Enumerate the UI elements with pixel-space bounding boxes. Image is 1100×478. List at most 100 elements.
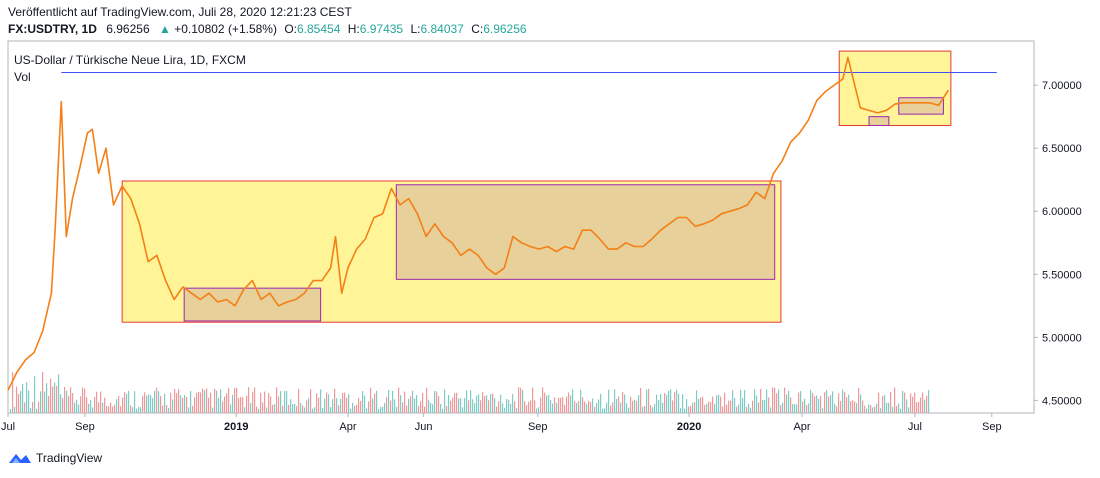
volume-bar — [102, 402, 104, 413]
volume-bar — [398, 387, 400, 413]
volume-bar — [546, 395, 548, 413]
volume-bar — [310, 389, 312, 413]
volume-bar — [854, 401, 856, 413]
volume-bar — [202, 388, 204, 413]
volume-bar — [24, 402, 26, 413]
volume-bar — [218, 398, 220, 413]
x-tick-label: 2020 — [677, 421, 701, 433]
volume-bar — [550, 400, 552, 413]
volume-bar — [638, 395, 640, 413]
volume-bar — [258, 408, 260, 413]
volume-bar — [184, 394, 186, 413]
volume-bar — [248, 387, 250, 413]
volume-bar — [206, 388, 208, 413]
volume-bar — [590, 402, 592, 413]
volume-bar — [12, 372, 14, 413]
volume-bar — [696, 390, 698, 413]
volume-bar — [880, 408, 882, 413]
volume-bar — [580, 389, 582, 413]
volume-bar — [886, 402, 888, 413]
volume-bar — [694, 402, 696, 413]
x-tick-label: Jun — [415, 421, 433, 433]
volume-bar — [642, 406, 644, 413]
volume-bar — [468, 400, 470, 413]
volume-bar — [884, 394, 886, 413]
volume-bar — [242, 397, 244, 413]
volume-bar — [458, 398, 460, 413]
volume-bar — [552, 403, 554, 413]
volume-bar — [220, 389, 222, 413]
volume-bar — [224, 396, 226, 413]
volume-bar — [870, 405, 872, 413]
volume-bar — [786, 394, 788, 413]
volume-bar — [520, 387, 522, 413]
volume-bar — [456, 392, 458, 413]
volume-bar — [150, 395, 152, 413]
volume-bar — [338, 405, 340, 413]
volume-bar — [918, 401, 920, 413]
volume-bar — [266, 407, 268, 413]
volume-bar — [326, 392, 328, 413]
volume-bar — [282, 405, 284, 413]
volume-bar — [300, 402, 302, 413]
volume-bar — [368, 401, 370, 413]
quote-line: FX:USDTRY, 1D 6.96256 ▲ +0.10802 (+1.58%… — [8, 22, 527, 36]
volume-bar — [372, 398, 374, 413]
volume-bar — [606, 402, 608, 413]
volume-bar — [180, 395, 182, 413]
volume-bar — [114, 404, 116, 413]
volume-bar — [32, 401, 34, 413]
volume-bar — [846, 397, 848, 413]
volume-bar — [864, 405, 866, 413]
volume-bar — [688, 406, 690, 413]
volume-bar — [770, 407, 772, 413]
volume-bar — [712, 396, 714, 413]
volume-bar — [418, 406, 420, 413]
x-tick-label: Apr — [793, 421, 810, 433]
volume-bar — [442, 408, 444, 413]
volume-bar — [358, 397, 360, 413]
volume-bar — [474, 403, 476, 413]
volume-bar — [608, 389, 610, 413]
volume-bar — [38, 401, 40, 413]
arrow-up-icon: ▲ — [158, 22, 171, 36]
volume-bar — [414, 398, 416, 413]
volume-bar — [596, 403, 598, 413]
volume-bar — [706, 403, 708, 413]
price-chart[interactable]: 4.50000 5.00000 5.50000 6.00000 6.50000 7.000… — [0, 40, 1100, 440]
volume-bar — [752, 400, 754, 413]
x-axis: Jul Sep 2019 Apr Jun Sep 2020 Apr Jul Sep — [1, 413, 1002, 433]
volume-bar — [562, 396, 564, 413]
volume-bar — [90, 400, 92, 413]
volume-bar — [370, 387, 372, 413]
volume-bar — [524, 401, 526, 413]
volume-bar — [532, 387, 534, 413]
volume-bar — [92, 407, 94, 413]
x-tick-label: Apr — [339, 421, 356, 433]
volume-bar — [464, 398, 466, 413]
volume-bar — [892, 407, 894, 413]
open-label: O: — [284, 22, 297, 36]
volume-bar — [740, 389, 742, 413]
volume-bar — [632, 400, 634, 413]
low-label: L: — [410, 22, 421, 36]
volume-bar — [766, 389, 768, 413]
y-tick-label: 5.00000 — [1042, 332, 1082, 344]
volume-bar — [542, 387, 544, 413]
volume-bar — [628, 407, 630, 413]
volume-bar — [364, 395, 366, 413]
volume-bar — [46, 383, 48, 413]
volume-bar — [610, 405, 612, 413]
symbol-label: FX:USDTRY, 1D — [8, 22, 97, 36]
volume-bar — [430, 403, 432, 413]
price-line — [7, 56, 950, 391]
volume-bar — [66, 390, 68, 413]
volume-bar — [882, 396, 884, 413]
volume-bar — [438, 395, 440, 413]
volume-bar — [350, 408, 352, 413]
volume-bar — [516, 408, 518, 413]
volume-bar — [544, 392, 546, 413]
volume-bar — [446, 406, 448, 413]
volume-bar — [514, 401, 516, 413]
volume-bar — [82, 387, 84, 413]
